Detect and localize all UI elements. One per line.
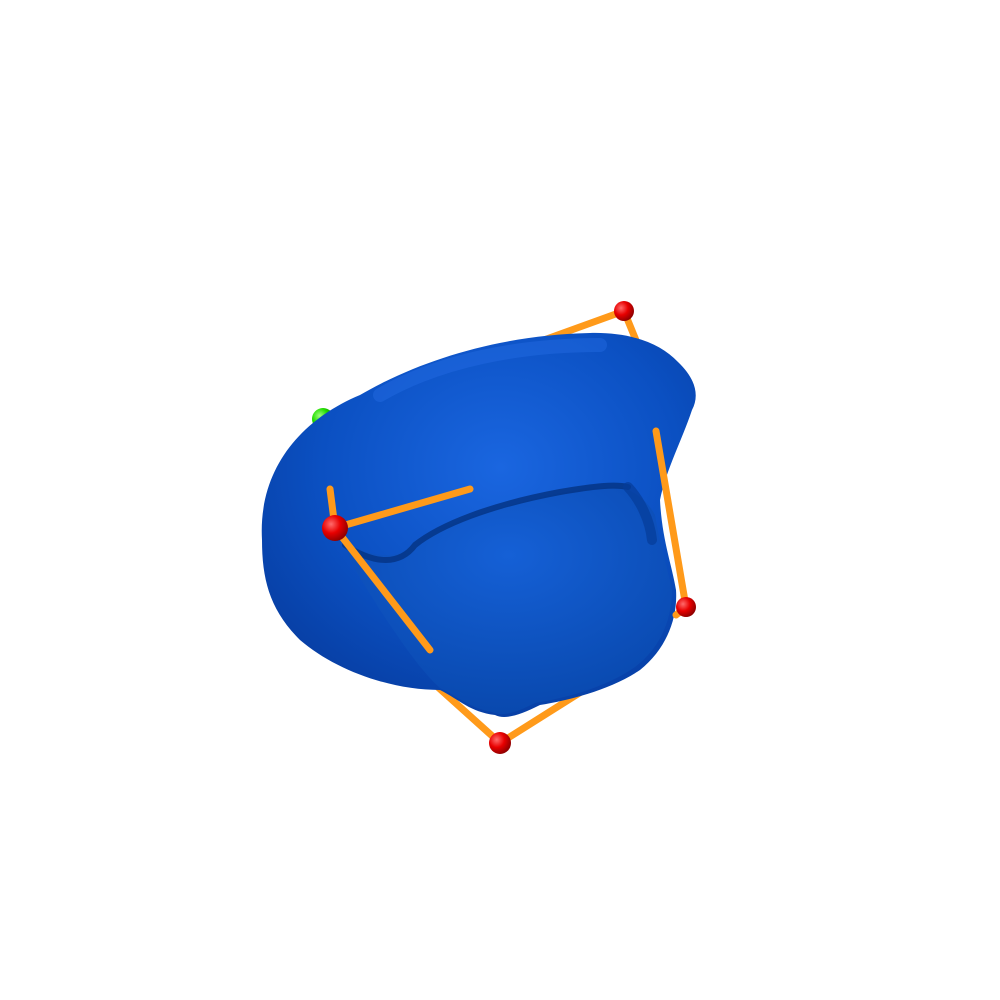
red-vertex-marker <box>614 301 634 321</box>
mesh-fold <box>623 482 657 545</box>
mesh-inner-surface <box>345 487 672 715</box>
mesh-highlight <box>373 338 607 402</box>
red-vertex-marker <box>489 732 511 754</box>
mesh-rim-shadow <box>342 482 631 563</box>
edge <box>331 485 474 532</box>
red-vertex-marker <box>676 597 696 617</box>
wireframe-front <box>326 427 690 654</box>
edge <box>331 524 434 654</box>
surface-mesh <box>261 332 696 717</box>
red-vertex-marker <box>322 515 348 541</box>
red-markers <box>322 301 696 754</box>
edge <box>652 427 690 611</box>
